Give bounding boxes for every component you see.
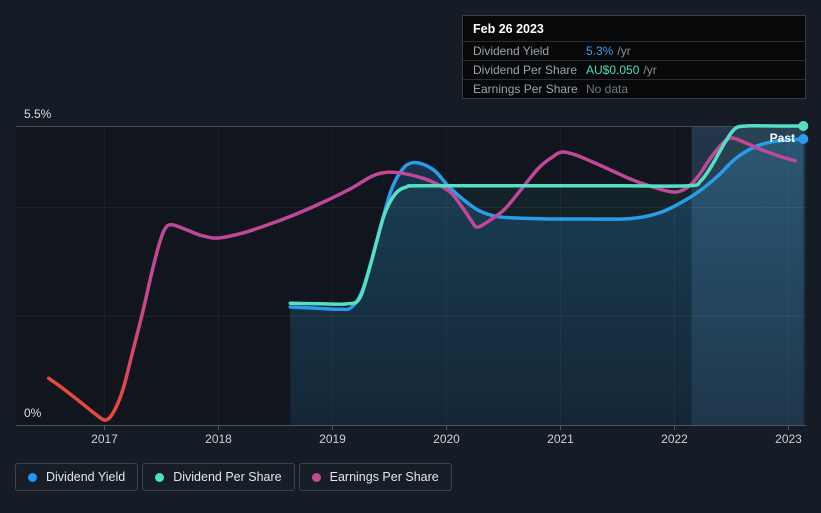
- tooltip-date: Feb 26 2023: [473, 22, 544, 36]
- legend-item-dividend-yield[interactable]: Dividend Yield: [15, 463, 139, 491]
- y-axis-max-label: 5.5%: [24, 107, 52, 121]
- tooltip-row-dividend-yield: Dividend Yield 5.3% /yr: [463, 41, 805, 60]
- x-tick-label-2021: 2021: [547, 432, 574, 446]
- dividend-yield-dot-icon: [28, 472, 37, 482]
- x-tick-label-2023: 2023: [775, 432, 802, 446]
- tooltip-value: No data: [586, 82, 629, 96]
- y-axis-zero-label: 0%: [24, 406, 42, 420]
- legend-label: Dividend Per Share: [173, 470, 282, 484]
- x-tick-label-2020: 2020: [433, 432, 460, 446]
- tooltip-label: Earnings Per Share: [473, 82, 578, 96]
- tooltip-row-dividend-per-share: Dividend Per Share AU$0.050 /yr: [463, 60, 805, 79]
- tooltip-label: Dividend Per Share: [473, 63, 578, 77]
- tooltip-value: 5.3%: [586, 44, 614, 58]
- dividend-per-share-dot-icon: [155, 472, 165, 482]
- x-tick-label-2017: 2017: [91, 432, 118, 446]
- x-tick-label-2022: 2022: [661, 432, 688, 446]
- legend-label: Dividend Yield: [46, 470, 126, 484]
- legend-item-earnings-per-share[interactable]: Earnings Per Share: [298, 463, 452, 491]
- legend-label: Earnings Per Share: [329, 470, 439, 484]
- x-tick-label-2018: 2018: [205, 432, 232, 446]
- past-label: Past: [769, 131, 795, 145]
- tooltip-row-earnings-per-share: Earnings Per Share No data: [463, 79, 805, 98]
- tooltip-unit: /yr: [617, 44, 631, 58]
- earnings-per-share-dot-icon: [311, 472, 321, 482]
- x-tick-label-2019: 2019: [319, 432, 346, 446]
- tooltip-unit: /yr: [643, 63, 657, 77]
- legend-item-dividend-per-share[interactable]: Dividend Per Share: [142, 463, 295, 491]
- tooltip-label: Dividend Yield: [473, 44, 550, 58]
- chart-legend: Dividend Yield Dividend Per Share Earnings…: [15, 463, 452, 491]
- tooltip-value: AU$0.050: [586, 63, 640, 77]
- chart-tooltip: Feb 26 2023 Dividend Yield 5.3% /yr Divi…: [462, 15, 806, 99]
